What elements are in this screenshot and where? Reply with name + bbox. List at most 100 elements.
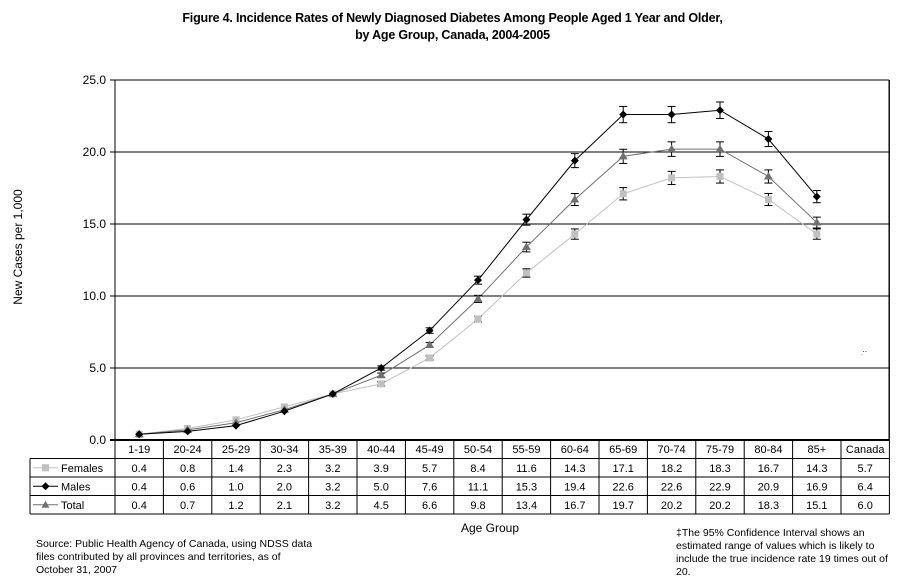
column-header: 30-34: [270, 444, 298, 456]
table-cell: 16.7: [758, 463, 779, 475]
column-header: 1-19: [128, 444, 150, 456]
diamond-marker-icon: [232, 421, 240, 430]
legend-diamond-icon: [41, 482, 50, 491]
column-header: 70-74: [658, 444, 686, 456]
square-marker-icon: [716, 172, 724, 180]
table-cell: 5.0: [374, 481, 389, 493]
diamond-marker-icon: [474, 276, 482, 285]
table-cell: 6.4: [858, 481, 873, 493]
table-cell: 2.0: [277, 481, 292, 493]
table-cell: 20.2: [661, 500, 682, 512]
table-cell: 8.4: [470, 463, 485, 475]
table-cell: 2.3: [277, 463, 292, 475]
table-cell: 0.6: [180, 481, 195, 493]
table-cell: 20.2: [709, 500, 730, 512]
square-marker-icon: [571, 230, 579, 238]
table-cell: 4.5: [374, 500, 389, 512]
diamond-marker-icon: [570, 156, 579, 165]
table-cell: 3.2: [325, 463, 340, 475]
diamond-marker-icon: [425, 326, 434, 335]
legend-square-icon: [42, 464, 49, 472]
column-header: 40-44: [367, 444, 395, 456]
column-header: 75-79: [706, 444, 734, 456]
legend-triangle-icon: [41, 500, 50, 508]
diamond-marker-icon: [619, 110, 628, 119]
table-cell: 14.3: [564, 463, 585, 475]
triangle-marker-icon: [715, 144, 725, 153]
chart-title-line1: Figure 4. Incidence Rates of Newly Diagn…: [182, 11, 723, 25]
diamond-marker-icon: [812, 192, 821, 201]
column-header: 80-84: [754, 444, 782, 456]
square-marker-icon: [522, 269, 530, 277]
chart-title: Figure 4. Incidence Rates of Newly Diagn…: [0, 10, 905, 44]
diamond-marker-icon: [667, 110, 676, 119]
square-marker-icon: [619, 190, 627, 198]
svg-text:·̣·: ·̣·: [862, 347, 868, 356]
table-cell: 20.9: [758, 481, 779, 493]
row-label: Males: [61, 481, 91, 493]
table-cell: 19.4: [564, 481, 585, 493]
triangle-marker-icon: [570, 195, 580, 203]
diamond-marker-icon: [716, 106, 724, 115]
series-total: [134, 141, 822, 438]
data-table: 1-19 20-24 25-29 30-34 35-39 40-44 45-49 50-54 5…: [29, 80, 890, 515]
triangle-marker-icon: [763, 171, 773, 180]
table-cell: 3.9: [374, 463, 389, 475]
table-cell: 18.3: [758, 500, 779, 512]
triangle-marker-icon: [425, 340, 435, 348]
diamond-marker-icon: [135, 430, 144, 439]
column-header: 65-69: [609, 444, 637, 456]
square-marker-icon: [426, 354, 434, 362]
table-cell: 18.2: [661, 463, 682, 475]
diamond-marker-icon: [328, 389, 337, 398]
table-cell: 0.4: [132, 463, 147, 475]
square-marker-icon: [813, 230, 821, 238]
column-header: 50-54: [464, 444, 492, 456]
table-cell: 5.7: [858, 463, 873, 475]
table-cell: 16.7: [564, 500, 585, 512]
table-cell: 13.4: [516, 500, 537, 512]
table-cell: 18.3: [709, 463, 730, 475]
column-header: 55-59: [512, 444, 540, 456]
table-cell: 1.0: [228, 481, 243, 493]
source-note: Source: Public Health Agency of Canada, …: [36, 538, 313, 576]
diamond-marker-icon: [764, 135, 773, 144]
y-tick-label: 25.0: [83, 73, 107, 87]
square-marker-icon: [764, 196, 772, 204]
y-axis-label: New Cases per 1,000: [11, 189, 25, 305]
table-cell: 0.4: [132, 481, 147, 493]
table-cell: 6.0: [858, 500, 873, 512]
triangle-marker-icon: [618, 151, 628, 160]
diamond-marker-icon: [183, 427, 192, 436]
square-marker-icon: [474, 315, 482, 323]
table-cell: 7.6: [422, 481, 437, 493]
table-cell: 11.6: [516, 463, 537, 475]
chart-title-line2: by Age Group, Canada, 2004-2005: [355, 28, 550, 42]
table-cell: 9.8: [470, 500, 485, 512]
column-header: 85+: [807, 444, 826, 456]
table-cell: 0.4: [132, 500, 147, 512]
row-label: Total: [61, 500, 84, 512]
table-cell: 15.3: [516, 481, 537, 493]
square-marker-icon: [668, 174, 676, 182]
series-males: [135, 101, 821, 439]
table-cell: 1.4: [228, 463, 243, 475]
diamond-marker-icon: [377, 364, 386, 372]
triangle-marker-icon: [376, 370, 386, 379]
y-tick-label: 20.0: [83, 145, 107, 159]
triangle-marker-icon: [812, 218, 822, 226]
diamond-marker-icon: [522, 215, 531, 224]
triangle-marker-icon: [521, 242, 531, 251]
square-marker-icon: [377, 380, 385, 388]
y-tick-label: 15.0: [83, 217, 107, 231]
table-cell: 6.6: [422, 500, 437, 512]
table-cell: 14.3: [806, 463, 827, 475]
table-cell: 2.1: [277, 500, 292, 512]
table-cell: 0.8: [180, 463, 195, 475]
table-cell: 22.6: [661, 481, 682, 493]
table-cell: 11.1: [468, 481, 489, 493]
table-cell: 5.7: [422, 463, 437, 475]
series-females: [135, 169, 821, 438]
column-header: 20-24: [174, 444, 202, 456]
x-axis-label: Age Group: [460, 521, 520, 535]
